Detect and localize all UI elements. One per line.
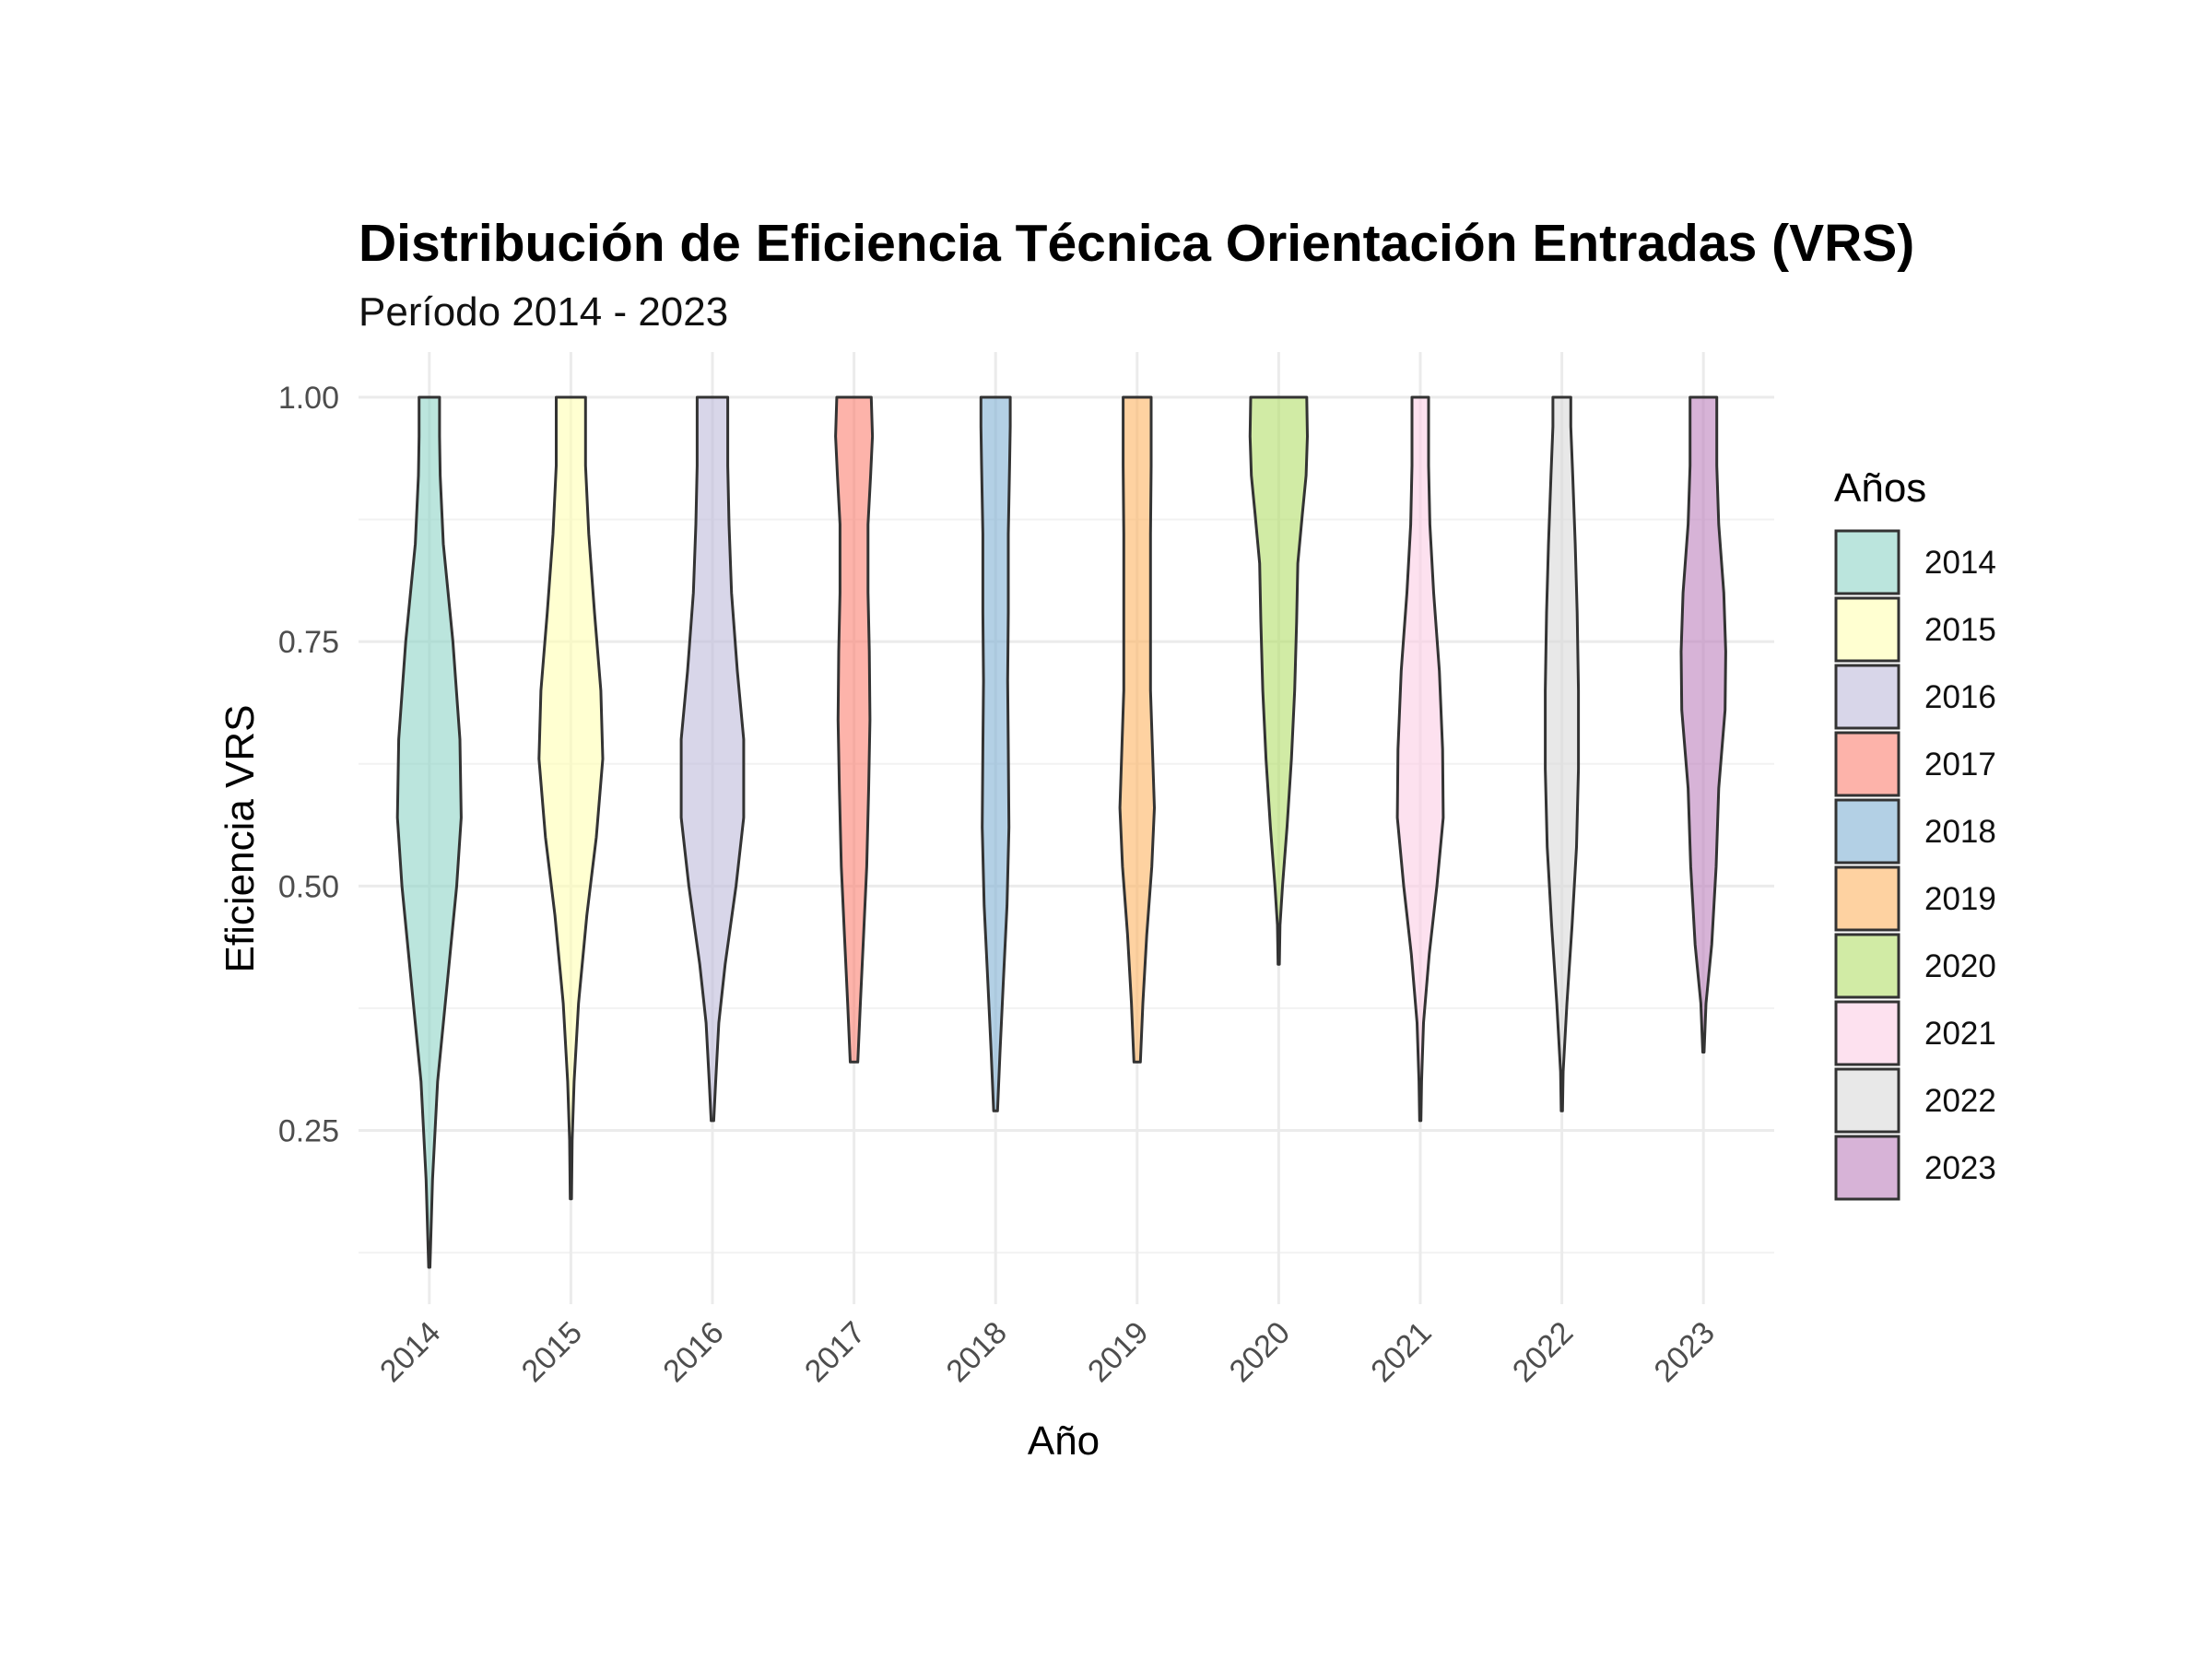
- x-tick-label: 2020: [1223, 1315, 1297, 1389]
- legend-swatch: [1834, 1135, 1900, 1201]
- legend-swatch: [1834, 1067, 1900, 1134]
- legend-label: 2014: [1924, 545, 1996, 581]
- legend-item-2018: 2018: [1834, 798, 1996, 865]
- chart-title: Distribución de Eficiencia Técnica Orien…: [359, 214, 1914, 273]
- x-tick-label: 2021: [1364, 1315, 1438, 1389]
- legend-label: 2019: [1924, 881, 1996, 917]
- x-tick-label: 2019: [1081, 1315, 1155, 1389]
- legend-label: 2015: [1924, 612, 1996, 648]
- legend-label: 2016: [1924, 679, 1996, 715]
- chart-subtitle: Período 2014 - 2023: [359, 289, 728, 335]
- violin-2019: [1118, 395, 1156, 1064]
- x-tick-label: 2023: [1648, 1315, 1722, 1389]
- legend-swatch: [1834, 798, 1900, 865]
- violin-2021: [1395, 395, 1445, 1123]
- x-axis-title: Año: [1028, 1418, 1100, 1464]
- violin-2023: [1679, 395, 1727, 1054]
- x-axis-ticks: 2014 2015 2016 2017 2018 2019 2020 2021 2022 2023: [373, 1315, 1722, 1389]
- violin-2020: [1248, 395, 1309, 966]
- y-tick-label: 0.75: [278, 625, 339, 660]
- legend-item-2022: 2022: [1834, 1067, 1996, 1134]
- legend-item-2017: 2017: [1834, 731, 1996, 797]
- legend-item-2021: 2021: [1834, 1000, 1996, 1066]
- x-tick-label: 2017: [798, 1315, 872, 1389]
- y-axis-ticks: 0.25 0.50 0.75 1.00: [278, 381, 339, 1149]
- violin-2014: [395, 395, 463, 1269]
- legend-swatch: [1834, 529, 1900, 595]
- violin-2016: [679, 395, 746, 1123]
- x-tick-label: 2016: [656, 1315, 730, 1389]
- legend-title: Años: [1834, 465, 1926, 511]
- violin-2022: [1544, 395, 1581, 1112]
- x-tick-label: 2018: [940, 1315, 1014, 1389]
- x-tick-label: 2022: [1506, 1315, 1580, 1389]
- legend-item-2016: 2016: [1834, 664, 1996, 730]
- violin-2015: [537, 395, 605, 1201]
- violin-2018: [979, 395, 1012, 1112]
- y-tick-label: 0.50: [278, 869, 339, 904]
- legend-swatch: [1834, 664, 1900, 730]
- legend-swatch: [1834, 865, 1900, 932]
- legend-label: 2020: [1924, 948, 1996, 984]
- legend-label: 2022: [1924, 1083, 1996, 1119]
- y-axis-title: Eficiencia VRS: [218, 704, 263, 972]
- legend-swatch: [1834, 1000, 1900, 1066]
- legend-label: 2017: [1924, 747, 1996, 782]
- y-tick-label: 1.00: [278, 381, 339, 416]
- legend-item-2014: 2014: [1834, 529, 1996, 595]
- violins: [395, 395, 1727, 1269]
- legend-item-2015: 2015: [1834, 596, 1996, 663]
- legend-swatch: [1834, 731, 1900, 797]
- legend-label: 2018: [1924, 814, 1996, 850]
- violin-2017: [834, 395, 875, 1064]
- legend-swatch: [1834, 933, 1900, 999]
- legend-label: 2021: [1924, 1016, 1996, 1052]
- legend-item-2023: 2023: [1834, 1135, 1996, 1201]
- x-tick-label: 2015: [515, 1315, 589, 1389]
- y-tick-label: 0.25: [278, 1114, 339, 1149]
- legend-item-2019: 2019: [1834, 865, 1996, 932]
- legend-item-2020: 2020: [1834, 933, 1996, 999]
- legend-label: 2023: [1924, 1150, 1996, 1186]
- legend: 2014 2015 2016 2017 2018 2019 2020 2021 2022 2023: [1834, 529, 1996, 1201]
- x-tick-label: 2014: [373, 1315, 447, 1389]
- legend-swatch: [1834, 596, 1900, 663]
